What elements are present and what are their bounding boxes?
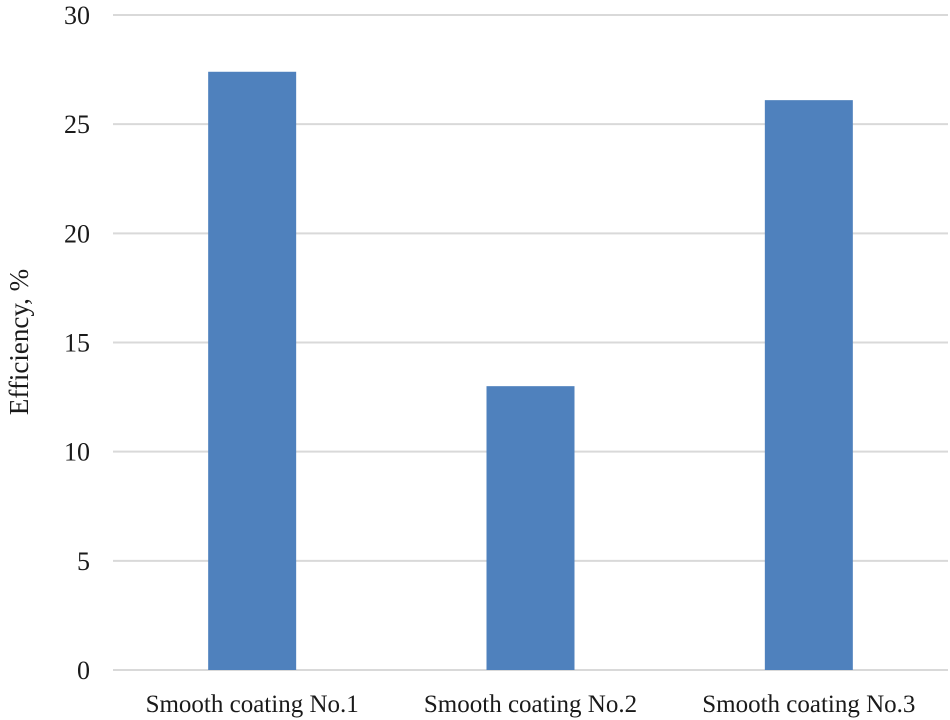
x-axis-categories: Smooth coating No.1 Smooth coating No.2 Sm… — [146, 691, 916, 718]
y-axis-ticks: 0 5 10 15 20 25 30 — [64, 1, 90, 685]
y-tick-label: 15 — [64, 329, 90, 358]
x-category-label: Smooth coating No.3 — [702, 691, 915, 718]
bar — [208, 71, 297, 671]
y-axis-title: Efficiency, % — [4, 269, 34, 415]
y-tick-label: 0 — [77, 656, 90, 685]
x-category-label: Smooth coating No.2 — [424, 691, 637, 718]
bar — [764, 100, 853, 670]
y-tick-label: 5 — [77, 547, 90, 576]
y-tick-label: 10 — [64, 438, 90, 467]
bars — [208, 71, 853, 671]
bar — [486, 386, 575, 670]
x-category-label: Smooth coating No.1 — [146, 691, 359, 718]
y-tick-label: 20 — [64, 219, 90, 248]
y-tick-label: 30 — [64, 1, 90, 30]
y-tick-label: 25 — [64, 110, 90, 139]
